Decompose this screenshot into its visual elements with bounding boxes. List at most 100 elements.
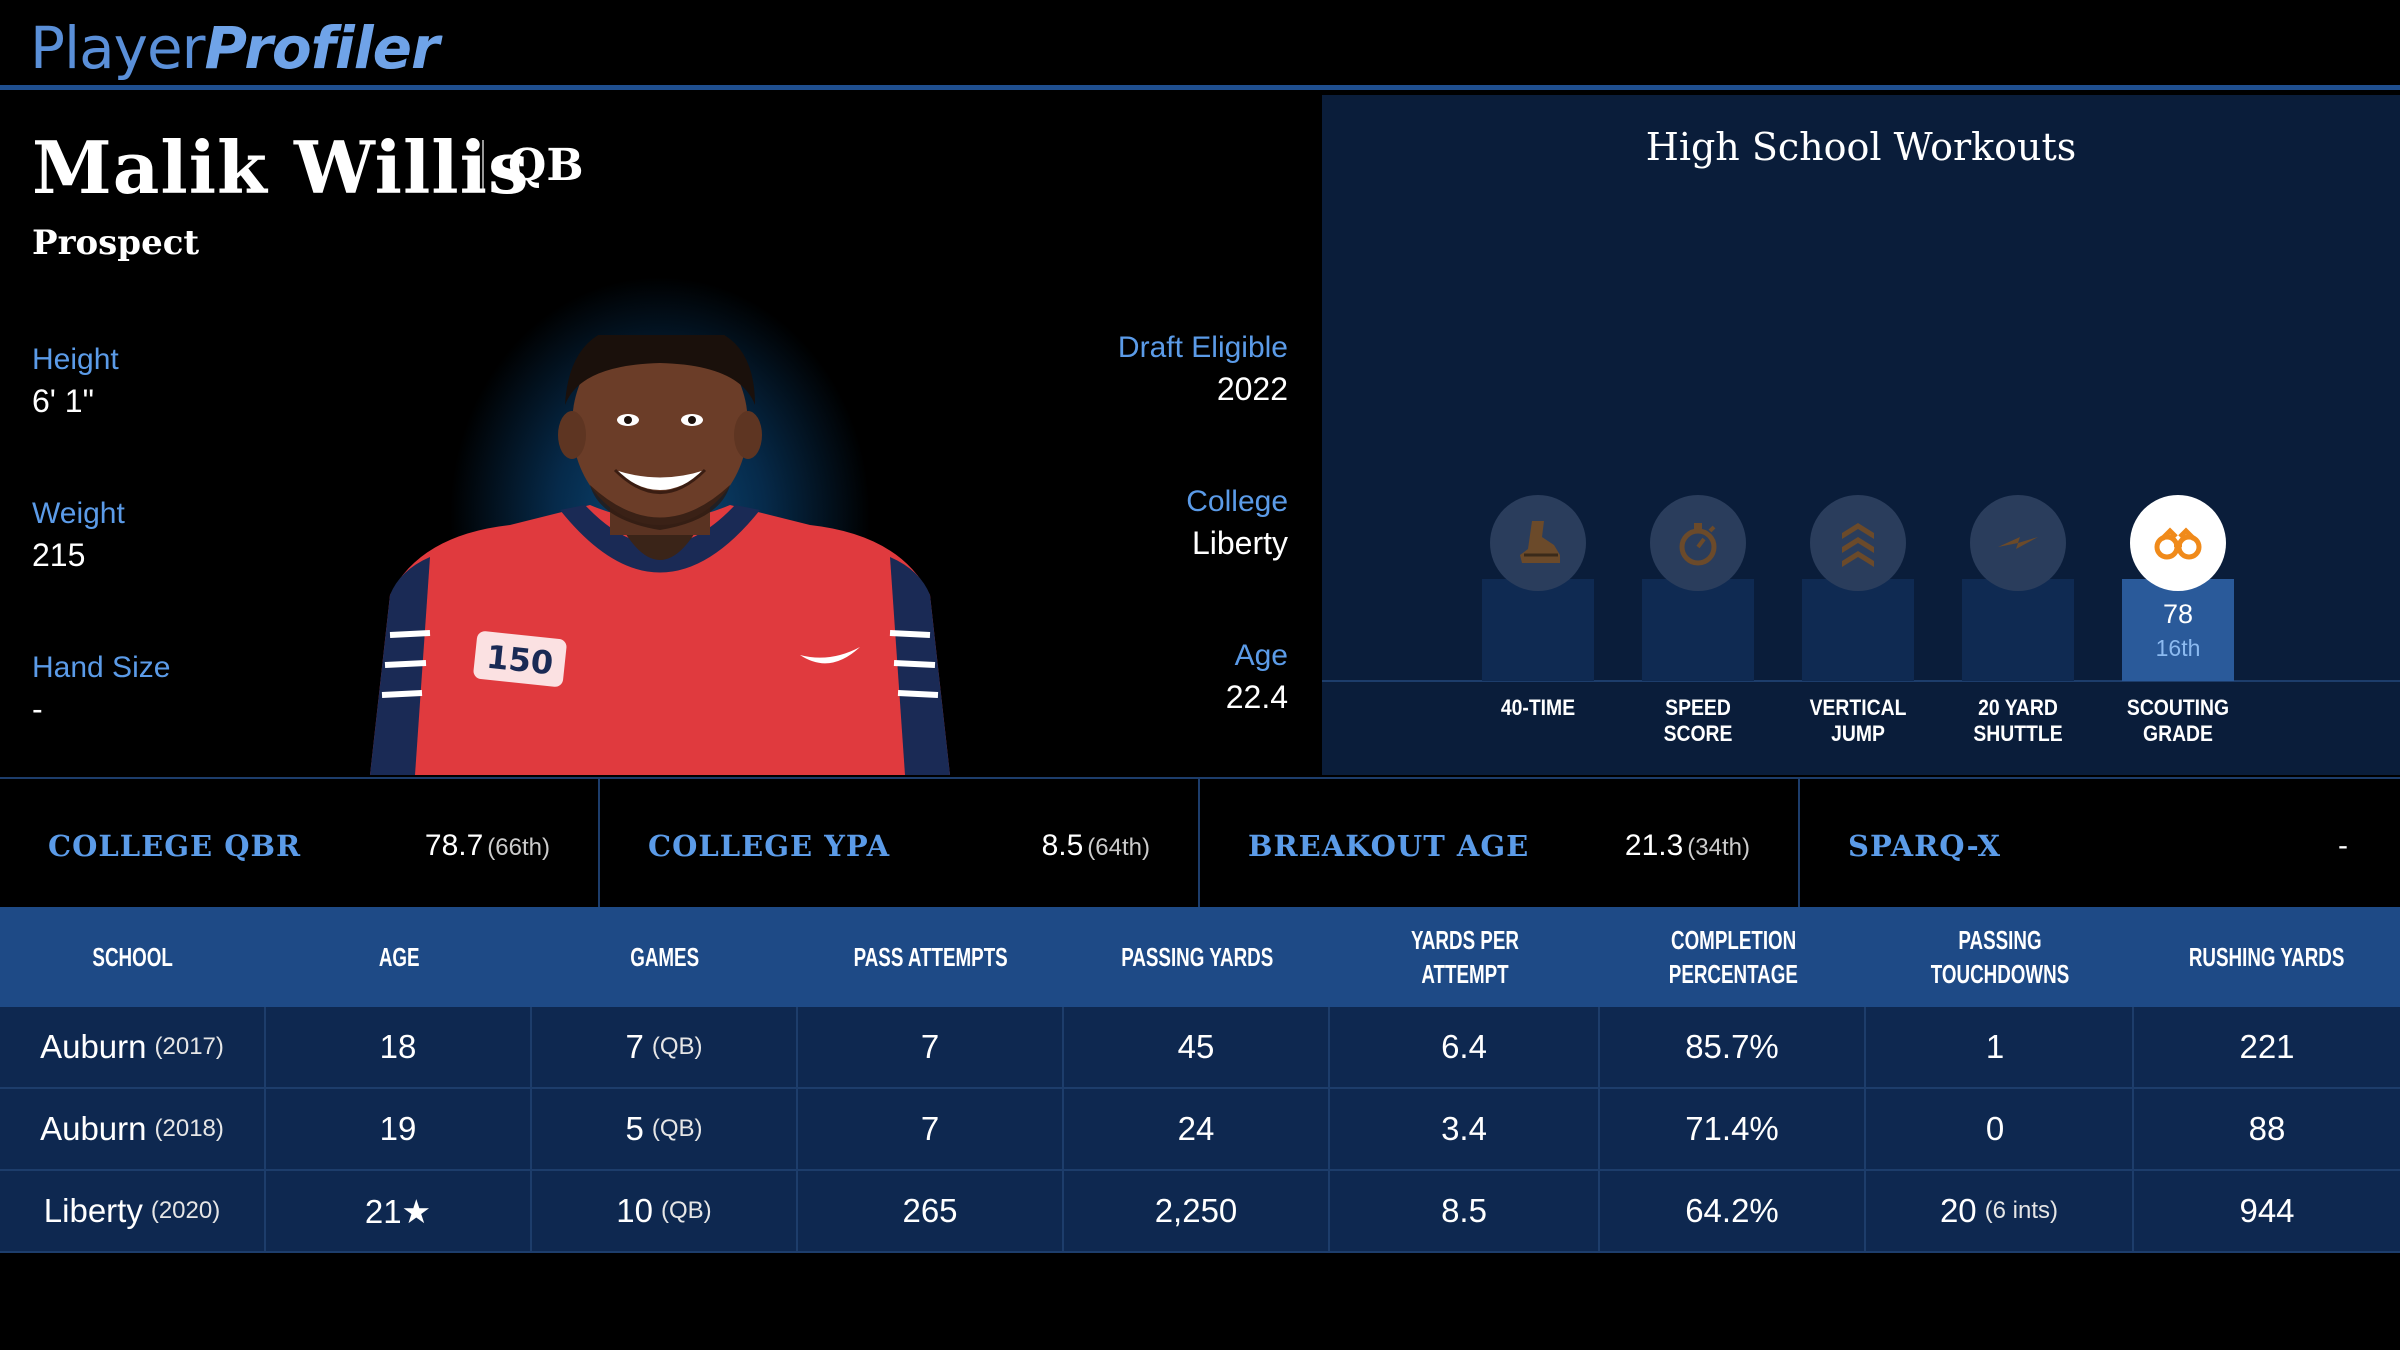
workout-bar xyxy=(2122,579,2234,681)
weight-label: Weight xyxy=(32,497,125,530)
cell-passing-yards: 45 xyxy=(1064,1007,1330,1087)
player-status: Prospect xyxy=(32,223,200,263)
metric-rank: (66th) xyxy=(487,834,550,861)
age-value: 22.4 xyxy=(1225,679,1288,715)
workout-label-line2: GRADE xyxy=(2143,721,2213,746)
metric-value: - xyxy=(2338,829,2352,863)
player-photo: 150 xyxy=(370,335,950,775)
height-stat: Height 6' 1" xyxy=(32,343,119,420)
metric-number: 21.3 xyxy=(1624,829,1684,862)
metric-number: 8.5 xyxy=(1041,829,1084,862)
workout-label-line2: JUMP xyxy=(1831,721,1885,746)
column-header-school[interactable]: SCHOOL xyxy=(92,942,174,972)
hand-size-label: Hand Size xyxy=(32,651,171,684)
table-row[interactable]: Auburn (2017) 18 7 (QB) 7 45 6.4 85.7% 1 2… xyxy=(0,1007,2400,1089)
cell-pass-attempts: 7 xyxy=(798,1007,1064,1087)
workout-bar xyxy=(1482,579,1594,681)
name-divider xyxy=(482,140,484,190)
table-row[interactable]: Liberty (2020) 21★ 10 (QB) 265 2,250 8.5 6… xyxy=(0,1171,2400,1253)
workout-scouting-grade[interactable]: 78 16th xyxy=(2122,495,2234,681)
metric-label: BREAKOUT AGE xyxy=(1248,829,1530,863)
cell-passing-touchdowns: 0 xyxy=(1866,1089,2134,1169)
workout-label-speed-score: SPEED SCORE xyxy=(1632,695,1764,747)
metric-rank: (34th) xyxy=(1687,834,1750,861)
workout-label-line1: 40-TIME xyxy=(1500,695,1576,720)
metric-rank: (64th) xyxy=(1087,834,1150,861)
workout-label-line1: SPEED xyxy=(1665,695,1731,720)
cell-completion-percentage: 71.4% xyxy=(1600,1089,1866,1169)
age-label: Age xyxy=(1234,639,1288,672)
cell-passing-touchdowns: 20 (6 ints) xyxy=(1866,1171,2134,1251)
workout-speed-score[interactable] xyxy=(1642,495,1754,681)
metric-college-ypa[interactable]: COLLEGE YPA 8.5 (64th) xyxy=(600,779,1200,909)
column-header-games[interactable]: GAMES xyxy=(630,942,700,972)
advanced-metrics-bar: COLLEGE QBR 78.7 (66th) COLLEGE YPA 8.5 (6… xyxy=(0,777,2400,909)
cell-pass-attempts: 7 xyxy=(798,1089,1064,1169)
age-stat: Age 22.4 xyxy=(1226,639,1288,716)
workout-value: 78 xyxy=(2162,599,2194,629)
metric-label: COLLEGE QBR xyxy=(48,829,302,863)
brand-logo-part2: Profiler xyxy=(204,14,440,82)
column-header-rushing-yards[interactable]: RUSHING YARDS xyxy=(2189,942,2345,972)
workout-label-vertical-jump: VERTICAL JUMP xyxy=(1792,695,1924,747)
workout-label-20-yard-shuttle: 20 YARD SHUTTLE xyxy=(1952,695,2084,747)
column-header-yards-per-attempt[interactable]: YARDS PER ATTEMPT xyxy=(1411,925,1519,989)
player-position: QB xyxy=(508,140,584,191)
height-value: 6' 1" xyxy=(32,383,94,419)
weight-value: 215 xyxy=(32,537,86,573)
draft-eligible-stat: Draft Eligible 2022 xyxy=(1118,331,1288,408)
shoe-icon xyxy=(1490,495,1586,591)
cell-yards-per-attempt: 6.4 xyxy=(1330,1007,1600,1087)
workout-label-line1: 20 YARD xyxy=(1978,695,2058,720)
brand-logo-part1: Player xyxy=(30,14,205,82)
table-header: SCHOOL AGE GAMES PASS ATTEMPTS PASSING Y… xyxy=(0,907,2400,1007)
player-name: Malik Willis xyxy=(32,125,530,210)
height-label: Height xyxy=(32,343,119,376)
cell-age: 19 xyxy=(266,1089,532,1169)
cell-passing-yards: 24 xyxy=(1064,1089,1330,1169)
metric-college-qbr[interactable]: COLLEGE QBR 78.7 (66th) xyxy=(0,779,600,909)
cell-age: 21★ xyxy=(266,1171,532,1251)
column-header-passing-touchdowns[interactable]: PASSING TOUCHDOWNS xyxy=(1930,925,2070,989)
brand-logo[interactable]: PlayerProfiler xyxy=(30,14,440,82)
workout-40-time[interactable] xyxy=(1482,495,1594,681)
metric-value: 78.7 (66th) xyxy=(425,829,550,863)
workout-rank: 16th xyxy=(2155,635,2201,661)
metric-label: SPARQ-X xyxy=(1848,829,2001,863)
cell-school: Auburn (2017) xyxy=(0,1007,266,1087)
workout-label-line2: SHUTTLE xyxy=(1973,721,2063,746)
cell-passing-touchdowns: 1 xyxy=(1866,1007,2134,1087)
hand-size-value: - xyxy=(32,691,43,727)
workouts-title: High School Workouts xyxy=(1645,125,2077,169)
college-stats-table: SCHOOL AGE GAMES PASS ATTEMPTS PASSING Y… xyxy=(0,907,2400,1253)
cell-yards-per-attempt: 3.4 xyxy=(1330,1089,1600,1169)
cell-rushing-yards: 88 xyxy=(2248,1110,2286,1147)
metric-number: 78.7 xyxy=(424,829,484,862)
column-header-pass-attempts[interactable]: PASS ATTEMPTS xyxy=(853,942,1009,972)
cell-completion-percentage: 85.7% xyxy=(1600,1007,1866,1087)
chevrons-up-icon xyxy=(1810,495,1906,591)
workout-label-line1: VERTICAL xyxy=(1809,695,1907,720)
cell-rushing-yards: 221 xyxy=(2239,1028,2295,1065)
metric-number: - xyxy=(2338,829,2348,862)
lightning-icon xyxy=(1970,495,2066,591)
workout-vertical-jump[interactable] xyxy=(1802,495,1914,681)
cell-games: 7 (QB) xyxy=(532,1007,798,1087)
college-stat: College Liberty xyxy=(1186,485,1288,562)
table-row[interactable]: Auburn (2018) 19 5 (QB) 7 24 3.4 71.4% 0 8… xyxy=(0,1089,2400,1171)
workout-20-yard-shuttle[interactable] xyxy=(1962,495,2074,681)
college-value: Liberty xyxy=(1191,525,1288,561)
metric-breakout-age[interactable]: BREAKOUT AGE 21.3 (34th) xyxy=(1200,779,1800,909)
weight-stat: Weight 215 xyxy=(32,497,125,574)
column-header-passing-yards[interactable]: PASSING YARDS xyxy=(1120,942,1274,972)
cell-passing-yards: 2,250 xyxy=(1064,1171,1330,1251)
cell-school: Liberty (2020) xyxy=(0,1171,266,1251)
cell-school: Auburn (2018) xyxy=(0,1089,266,1169)
draft-eligible-value: 2022 xyxy=(1216,371,1288,407)
column-header-age[interactable]: AGE xyxy=(378,942,420,972)
workouts-baseline xyxy=(1322,680,2400,682)
column-header-completion-percentage[interactable]: COMPLETION PERCENTAGE xyxy=(1668,925,1798,989)
metric-sparq-x[interactable]: SPARQ-X - xyxy=(1800,779,2400,909)
workout-label-line2: SCORE xyxy=(1663,721,1733,746)
cell-age: 18 xyxy=(266,1007,532,1087)
